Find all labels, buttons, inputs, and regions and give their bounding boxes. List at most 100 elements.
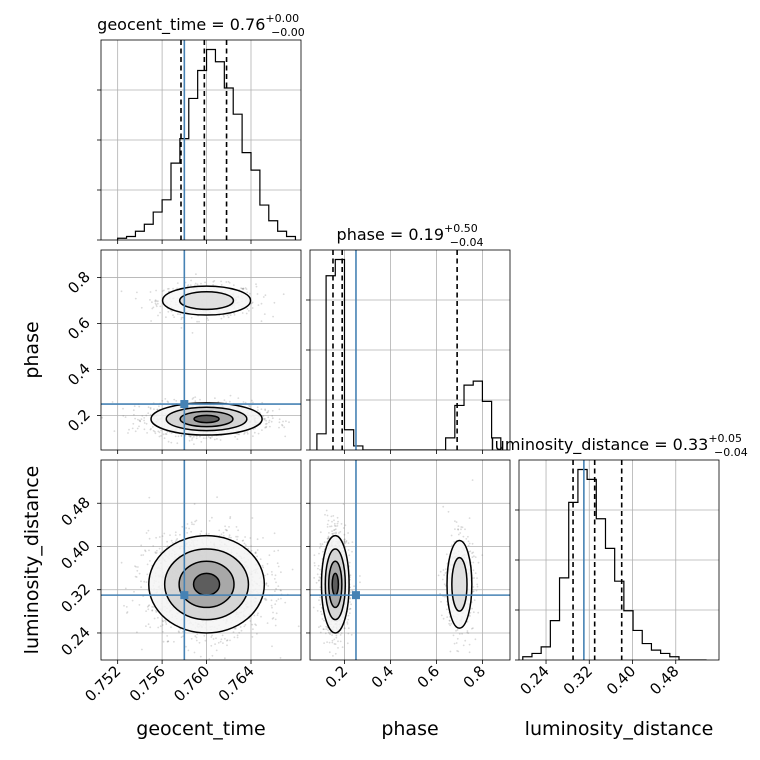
sample-point <box>158 431 161 434</box>
sample-point <box>146 432 149 434</box>
sample-point <box>143 419 146 422</box>
sample-point <box>154 432 157 435</box>
sample-point <box>195 437 198 440</box>
histogram-geocent_time <box>117 48 297 240</box>
sample-point <box>319 631 322 634</box>
sample-point <box>224 637 226 640</box>
sample-point <box>212 284 215 286</box>
sample-point <box>248 309 250 312</box>
sample-point <box>262 417 265 420</box>
sample-point <box>333 529 335 532</box>
sample-point <box>187 284 190 286</box>
sample-point <box>278 421 281 424</box>
sample-point <box>334 528 337 531</box>
sample-point <box>270 604 273 607</box>
sample-point <box>210 636 213 638</box>
sample-point <box>176 287 179 290</box>
sample-point <box>161 619 164 622</box>
sample-point <box>209 437 212 440</box>
sample-point <box>279 589 282 592</box>
sample-point <box>157 430 160 433</box>
sample-point <box>274 618 277 621</box>
sample-point <box>122 414 125 417</box>
sample-point <box>176 282 179 284</box>
sample-point <box>173 398 176 401</box>
sample-point <box>347 627 350 630</box>
sample-point <box>327 631 330 634</box>
sample-point <box>320 610 322 613</box>
sample-point <box>253 431 256 434</box>
panel-content <box>312 479 484 657</box>
sample-point <box>154 299 157 302</box>
sample-point <box>159 551 162 554</box>
sample-point <box>349 574 352 576</box>
sample-point <box>226 639 229 641</box>
sample-point <box>223 315 225 318</box>
sample-point <box>122 407 124 410</box>
sample-point <box>145 610 148 612</box>
sample-point <box>255 624 257 627</box>
sample-point <box>195 273 197 276</box>
sample-point <box>166 545 169 547</box>
sample-point <box>186 523 189 525</box>
sample-point <box>277 565 280 568</box>
sample-point <box>250 549 253 552</box>
sample-point <box>161 535 164 537</box>
sample-point <box>145 532 148 534</box>
sample-point <box>257 432 260 435</box>
sample-point <box>133 590 135 593</box>
sample-point <box>264 426 266 429</box>
sample-point <box>199 398 201 401</box>
sample-point <box>208 658 211 660</box>
sample-point <box>288 421 290 424</box>
sample-point <box>161 630 164 633</box>
sample-point <box>151 307 154 310</box>
sample-point <box>351 541 354 543</box>
sample-point <box>170 539 173 542</box>
sample-point <box>275 581 277 584</box>
sample-point <box>222 535 225 537</box>
sample-point <box>151 609 154 612</box>
sample-point <box>155 611 158 613</box>
sample-point <box>297 625 300 628</box>
sample-point <box>236 634 239 637</box>
sample-point <box>273 550 276 552</box>
sample-point <box>176 442 179 445</box>
panel-frame <box>100 459 302 661</box>
sample-point <box>271 415 274 417</box>
sample-point <box>261 564 264 567</box>
contour-level-3 <box>192 572 221 597</box>
sample-point <box>256 406 259 409</box>
sample-point <box>224 525 227 528</box>
sample-point <box>250 302 253 305</box>
sample-point <box>268 419 271 422</box>
sample-point <box>133 413 135 416</box>
sample-point <box>136 569 139 572</box>
sample-point <box>155 609 157 612</box>
panel-2d-geocent_time-vs-phase <box>97 249 302 454</box>
sample-point <box>156 408 159 411</box>
sample-point <box>177 313 179 315</box>
sample-point <box>265 419 267 422</box>
sample-point <box>242 287 245 290</box>
sample-point <box>333 643 336 645</box>
sample-point <box>138 572 141 575</box>
sample-point <box>326 537 329 540</box>
sample-point <box>135 566 138 568</box>
sample-point <box>143 428 146 431</box>
sample-point <box>148 496 151 499</box>
sample-point <box>277 585 280 587</box>
sample-point <box>244 401 247 404</box>
sample-point <box>275 612 278 615</box>
sample-point <box>147 608 150 611</box>
sample-point <box>273 578 276 580</box>
sample-point <box>188 527 191 530</box>
sample-point <box>251 399 253 402</box>
sample-point <box>262 537 264 539</box>
sample-point <box>199 533 202 535</box>
sample-point <box>224 657 226 660</box>
sample-point <box>337 647 339 649</box>
sample-point <box>256 538 259 541</box>
sample-point <box>264 417 266 420</box>
sample-point <box>277 598 280 601</box>
